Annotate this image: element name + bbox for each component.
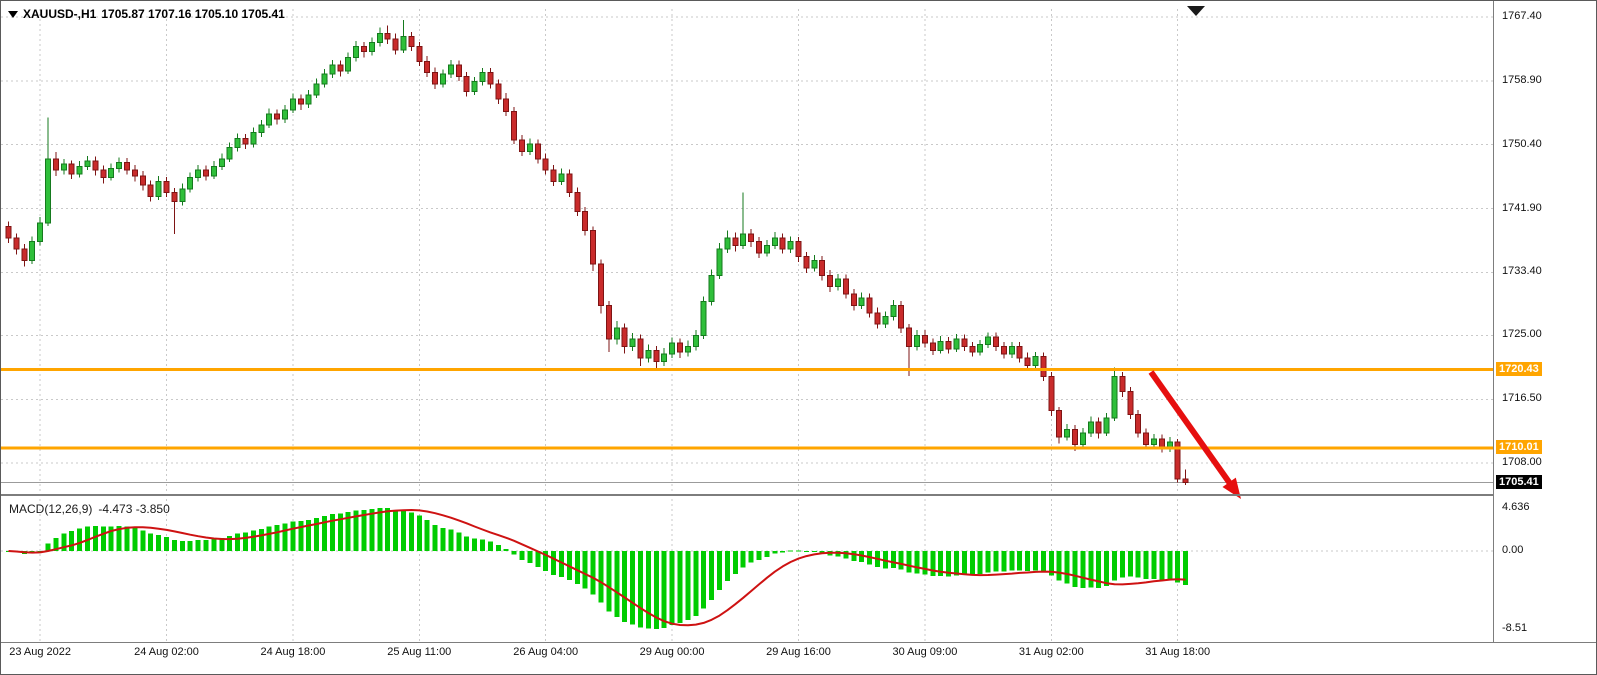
- panel-separator[interactable]: [1, 494, 1596, 496]
- price-tick-label: 1767.40: [1502, 10, 1542, 22]
- macd-indicator-values: -4.473 -3.850: [98, 502, 170, 516]
- time-tick-label: 31 Aug 18:00: [1145, 646, 1211, 658]
- dropdown-arrow-icon[interactable]: [8, 10, 18, 18]
- macd-tick-label: -8.51: [1502, 622, 1528, 634]
- price-tick-label: 1741.90: [1502, 201, 1542, 214]
- grid-lines: [1, 9, 1493, 641]
- macd-tick-label: 0.00: [1502, 544, 1524, 556]
- macd-indicator-label: MACD(12,26,9): [9, 502, 93, 516]
- time-tick-label: 31 Aug 02:00: [1018, 646, 1084, 658]
- time-tick-label: 29 Aug 16:00: [766, 646, 831, 658]
- price-axis[interactable]: 1767.40 1758.90 1750.40 1741.90 1733.40 1725.…: [1493, 1, 1596, 642]
- time-tick-label: 24 Aug 02:00: [134, 646, 199, 658]
- price-tick-label: 1708.00: [1502, 456, 1542, 469]
- price-tick-label: 1750.40: [1502, 137, 1542, 150]
- time-axis[interactable]: 23 Aug 2022 24 Aug 02:00 24 Aug 18:00 25 Au…: [1, 643, 1493, 665]
- price-level-badge: 1720.43: [1496, 361, 1542, 376]
- time-tick-label: 25 Aug 11:00: [387, 646, 452, 658]
- time-tick-label: 30 Aug 09:00: [892, 646, 958, 658]
- trend-arrow[interactable]: [1148, 370, 1241, 499]
- price-tick-label: 1733.40: [1502, 265, 1542, 278]
- time-tick-label: 23 Aug 2022: [9, 646, 71, 658]
- ohlc-values: 1705.87 1707.16 1705.10 1705.41: [101, 7, 285, 21]
- macd-tick-label: 4.636: [1502, 501, 1530, 513]
- current-price-badge: 1705.41: [1496, 474, 1542, 489]
- price-tick-label: 1716.50: [1502, 392, 1542, 405]
- price-tick-label: 1725.00: [1502, 328, 1542, 341]
- time-tick-label: 26 Aug 04:00: [513, 646, 579, 658]
- chart-shift-marker-icon: [1187, 6, 1205, 16]
- chart-title: XAUUSD-,H1 1705.87 1707.16 1705.10 1705.…: [8, 7, 285, 21]
- time-tick-label: 29 Aug 00:00: [639, 646, 705, 658]
- macd-signal-line: [8, 509, 1186, 627]
- time-axis-separator: [1, 642, 1596, 643]
- macd-histogram: [6, 508, 1189, 629]
- candlestick-series[interactable]: [5, 20, 1189, 485]
- macd-indicator-header: MACD(12,26,9) -4.473 -3.850: [9, 502, 170, 516]
- price-level-badge: 1710.01: [1496, 440, 1542, 454]
- time-tick-label: 24 Aug 18:00: [260, 646, 326, 658]
- symbol-timeframe-label: XAUUSD-,H1: [23, 7, 97, 21]
- price-tick-label: 1758.90: [1502, 73, 1542, 86]
